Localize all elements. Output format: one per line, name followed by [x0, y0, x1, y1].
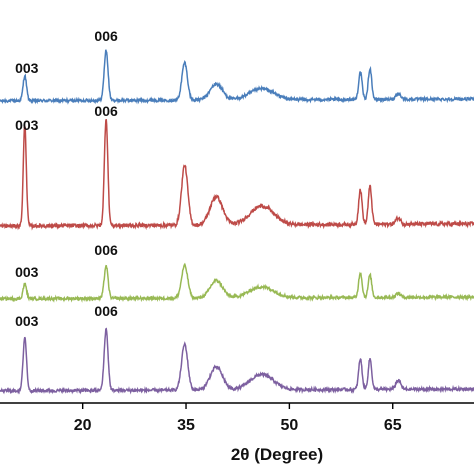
x-tick-label-35: 35	[177, 417, 195, 434]
trace-layer	[0, 49, 474, 395]
xrd-trace-3	[0, 262, 474, 303]
peak-label-003-trace-2: 003	[15, 117, 39, 133]
xrd-trace-4	[0, 327, 474, 395]
x-tick-label-65: 65	[384, 417, 402, 434]
peak-label-006-trace-1: 006	[94, 28, 118, 44]
peak-label-003-trace-1: 003	[15, 60, 39, 76]
peak-label-003-trace-4: 003	[15, 313, 39, 329]
peak-label-003-trace-3: 003	[15, 264, 39, 280]
x-tick-label-20: 20	[74, 417, 92, 434]
xrd-trace-1	[0, 49, 474, 105]
x-tick-layer: 20 35 50 65	[74, 403, 402, 434]
x-tick-label-50: 50	[280, 417, 298, 434]
peak-label-006-trace-4: 006	[94, 303, 118, 319]
peak-label-006-trace-2: 006	[94, 103, 118, 119]
peak-label-006-trace-3: 006	[94, 242, 118, 258]
x-axis-label: 2θ (Degree)	[231, 445, 323, 464]
annotation-layer: 003 006 003 006 003 006 003 006	[15, 28, 118, 329]
xrd-trace-2	[0, 118, 474, 231]
